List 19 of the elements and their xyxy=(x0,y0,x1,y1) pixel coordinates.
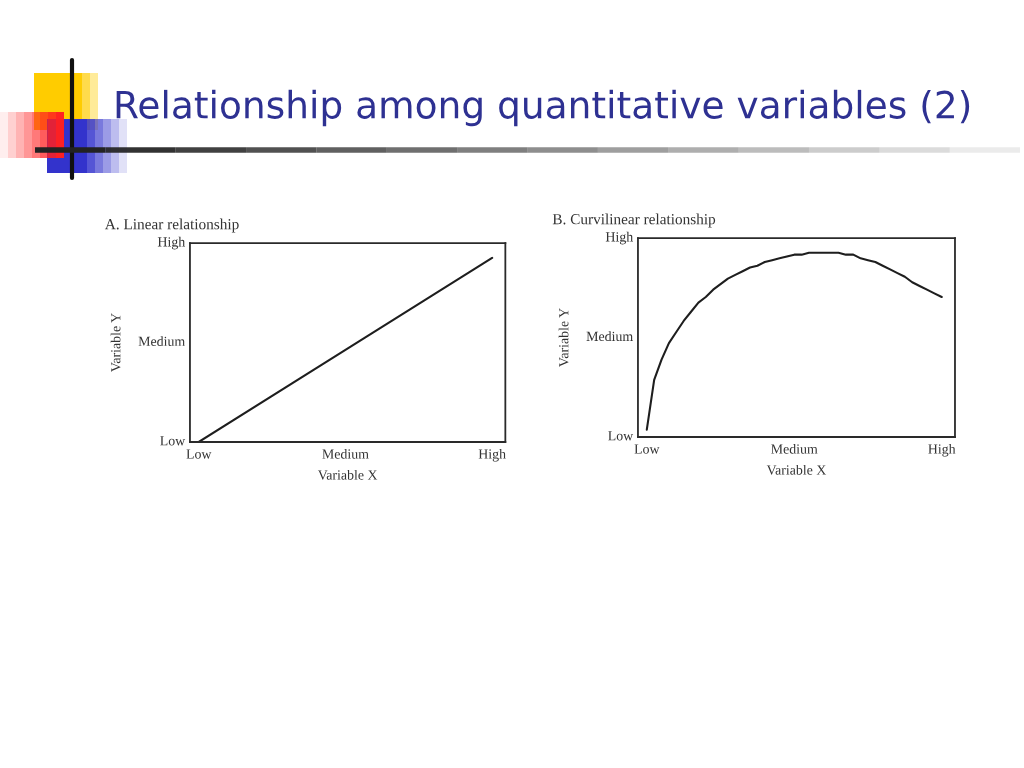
y-axis-title: Variable Y xyxy=(110,313,121,372)
chart-title: B. Curvilinear relationship xyxy=(552,213,716,228)
x-axis-title: Variable X xyxy=(317,469,378,480)
x-tick-label: Medium xyxy=(771,443,818,454)
text: Low xyxy=(160,436,186,446)
text: Medium xyxy=(586,331,633,342)
x-axis-title: Variable X xyxy=(766,464,827,475)
x-tick-label: High xyxy=(478,448,506,462)
x-tick-label: Low xyxy=(634,444,660,454)
text: Low xyxy=(608,431,634,441)
chart-title: A. Linear relationship xyxy=(104,218,239,233)
text: Medium xyxy=(138,336,185,346)
text: Relationship among quantitative variables (2) xyxy=(116,89,970,127)
text: High xyxy=(157,236,186,250)
text: High xyxy=(605,231,634,245)
x-tick-label: High xyxy=(928,443,956,457)
y-axis-title: Variable Y xyxy=(558,308,569,367)
x-tick-label: Low xyxy=(186,449,212,459)
x-tick-label: Medium xyxy=(322,448,369,459)
